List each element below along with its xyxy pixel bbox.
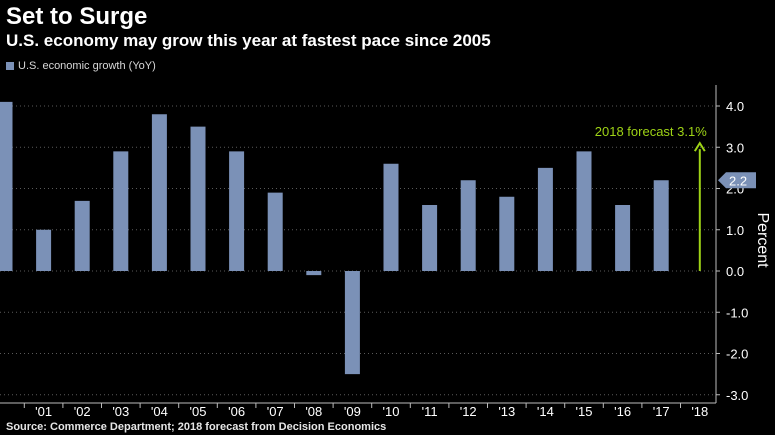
x-tick-label: '11 <box>422 404 438 419</box>
bar <box>151 114 167 271</box>
bar <box>229 151 245 271</box>
x-tick-label: '15 <box>576 404 593 419</box>
chart-subtitle: U.S. economy may grow this year at faste… <box>6 31 491 50</box>
last-value-tag <box>718 172 756 189</box>
y-tick-label: -1.0 <box>726 305 748 320</box>
bar <box>267 192 283 271</box>
x-tick-label: '09 <box>344 404 361 419</box>
y-tick-label: 3.0 <box>726 140 744 155</box>
y-tick-label: 1.0 <box>726 223 744 238</box>
x-tick-label: '01 <box>35 404 52 419</box>
bar <box>615 205 631 271</box>
forecast-label: 2018 forecast 3.1% <box>595 124 707 139</box>
bar <box>460 180 476 271</box>
x-tick-label: '18 <box>691 404 708 419</box>
y-tick-label: -3.0 <box>726 388 748 403</box>
bar <box>74 200 90 271</box>
source-note: Source: Commerce Department; 2018 foreca… <box>6 421 387 433</box>
x-tick-label: '07 <box>267 404 284 419</box>
y-tick-label: 0.0 <box>726 264 744 279</box>
legend: U.S. economic growth (YoY) <box>6 60 156 72</box>
last-value-label: 2.2 <box>729 173 747 188</box>
bar <box>190 126 206 271</box>
x-tick-label: '13 <box>498 404 515 419</box>
x-tick-label: '02 <box>74 404 91 419</box>
x-tick-label: '12 <box>460 404 477 419</box>
chart-title: Set to Surge <box>6 3 148 30</box>
bar <box>653 180 669 271</box>
forecast-arrow-head <box>693 141 706 152</box>
x-tick-label: '14 <box>537 404 554 419</box>
bar <box>113 151 129 271</box>
legend-swatch <box>6 62 14 70</box>
bar <box>306 271 322 276</box>
x-tick-label: '04 <box>151 404 168 419</box>
x-tick-label: '03 <box>112 404 129 419</box>
bar <box>537 167 553 271</box>
x-tick-label: '17 <box>653 404 670 419</box>
bar <box>0 101 13 271</box>
bar <box>422 205 438 271</box>
bar <box>36 229 52 271</box>
bar <box>344 271 360 375</box>
bar <box>383 163 399 271</box>
x-tick-label: '10 <box>383 404 400 419</box>
x-tick-label: '05 <box>190 404 207 419</box>
bar <box>499 196 515 271</box>
x-tick-label: '06 <box>228 404 245 419</box>
y-tick-label: -2.0 <box>726 347 748 362</box>
y-axis-title: Percent <box>754 212 771 268</box>
x-tick-label: '08 <box>305 404 322 419</box>
x-tick-label: '16 <box>614 404 631 419</box>
bar <box>576 151 592 271</box>
y-tick-label: 4.0 <box>726 99 744 114</box>
legend-label: U.S. economic growth (YoY) <box>18 60 156 72</box>
